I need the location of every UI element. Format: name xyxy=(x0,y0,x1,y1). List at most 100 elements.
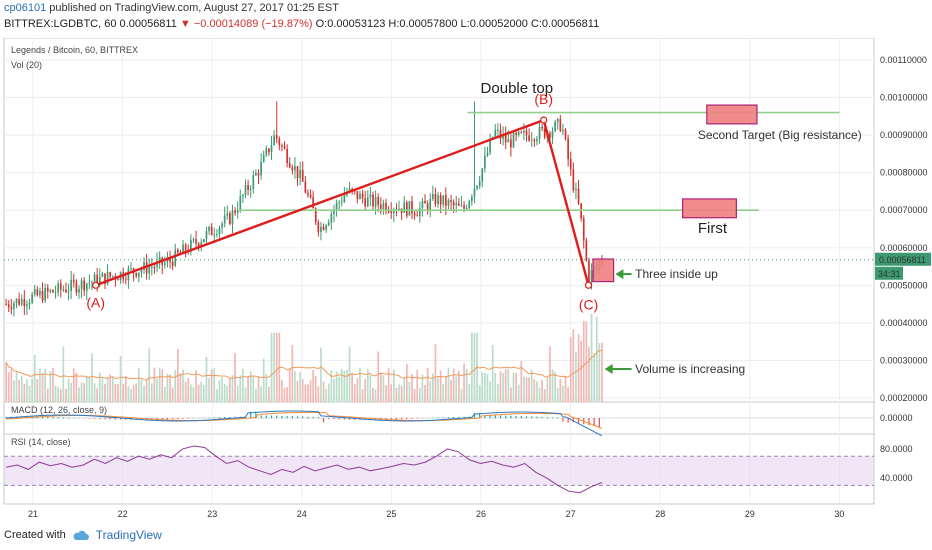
candle-body xyxy=(523,130,525,133)
volume-label: Vol (20) xyxy=(11,60,42,70)
candle-body xyxy=(525,130,528,136)
candle-body xyxy=(554,121,556,132)
volume-bar xyxy=(221,377,223,402)
candle-body xyxy=(439,195,442,205)
candle-body xyxy=(44,287,46,301)
publish-info: cp06101 published on TradingView.com, Au… xyxy=(4,2,339,14)
volume-bar xyxy=(33,355,36,402)
candle-body xyxy=(424,200,426,204)
candle-body xyxy=(559,118,562,132)
candle-body xyxy=(447,200,450,206)
volume-bar xyxy=(156,378,158,402)
candle-body xyxy=(231,210,234,225)
candle-body xyxy=(541,126,543,129)
candle-body xyxy=(481,168,484,182)
ohlc-values: O:0.00053123 H:0.00057800 L:0.00052000 C… xyxy=(315,18,600,30)
y-tick-label: 0.00090000 xyxy=(880,130,928,140)
candle-body xyxy=(489,138,491,153)
candle-body xyxy=(411,201,413,214)
macd-hist-bar xyxy=(276,415,278,419)
x-tick-label: 24 xyxy=(297,509,307,519)
y-tick-label: 0.00020000 xyxy=(880,393,928,403)
candle-body xyxy=(403,202,406,213)
candle-body xyxy=(538,126,541,139)
last-price: 0.00056811 xyxy=(119,18,177,30)
y-tick-label: 0.00060000 xyxy=(880,243,928,253)
macd-hist-bar xyxy=(369,418,371,420)
chart-area[interactable]: 21 22 23 24 25 26 27 28 29 30 0.00110000 0.00100000… xyxy=(0,38,932,520)
candle-body xyxy=(497,129,499,131)
volume-bar xyxy=(582,320,585,402)
volume-bar xyxy=(312,369,314,402)
candle-body xyxy=(361,193,364,199)
candle-body xyxy=(286,148,288,164)
macd-hist-bar xyxy=(536,416,538,419)
candle-body xyxy=(325,225,327,230)
candle-body xyxy=(309,194,312,198)
candle-body xyxy=(379,204,382,209)
volume-bar xyxy=(478,385,481,402)
volume-bar xyxy=(549,346,551,402)
tradingview-brand[interactable]: TradingView xyxy=(95,528,162,542)
candle-body xyxy=(330,214,333,223)
volume-bar xyxy=(525,377,528,402)
macd-hist-bar xyxy=(109,418,111,420)
volume-bar xyxy=(411,374,413,402)
macd-hist-bar xyxy=(250,411,252,419)
volume-bar xyxy=(192,387,195,402)
volume-bar xyxy=(216,389,218,402)
candle-body xyxy=(88,282,91,284)
volume-bar xyxy=(445,376,447,402)
volume-bar xyxy=(153,367,156,402)
volume-bar xyxy=(447,367,450,402)
volume-bar xyxy=(554,371,556,402)
macd-hist-bar xyxy=(515,415,517,419)
volume-bar xyxy=(307,384,309,402)
volume-bar xyxy=(559,379,562,402)
volume-bar xyxy=(213,368,216,402)
volume-bar xyxy=(135,383,138,402)
volume-bar xyxy=(255,388,257,402)
candle-body xyxy=(184,244,187,252)
volume-bar xyxy=(80,382,83,402)
volume-bar xyxy=(23,383,26,402)
macd-hist-bar xyxy=(484,415,486,419)
candle-body xyxy=(460,205,463,207)
volume-bar xyxy=(46,388,49,402)
candle-body xyxy=(140,269,143,273)
candle-body xyxy=(408,201,411,216)
candle-body xyxy=(533,139,536,142)
volume-bar xyxy=(343,370,346,402)
candle-body xyxy=(502,134,504,139)
candle-body xyxy=(93,274,96,282)
volume-bar xyxy=(273,332,275,402)
candle-body xyxy=(564,129,567,139)
candle-body xyxy=(340,201,343,203)
volume-bar xyxy=(210,369,213,402)
volume-bar xyxy=(203,385,205,402)
macd-hist-bar xyxy=(577,418,580,424)
macd-hist-bar xyxy=(317,417,319,419)
candle-body xyxy=(192,239,195,241)
candle-body xyxy=(387,210,390,212)
volume-bar xyxy=(249,371,252,402)
volume-bar xyxy=(304,384,307,402)
macd-hist-bar xyxy=(203,417,205,419)
candle-body xyxy=(70,279,73,291)
y-tick-label: 0.00040000 xyxy=(880,318,928,328)
candle-body xyxy=(275,135,278,139)
candle-body xyxy=(296,166,299,179)
candle-body xyxy=(218,227,221,235)
volume-bar xyxy=(57,386,60,402)
candles xyxy=(5,101,603,317)
volume-bar xyxy=(382,375,385,402)
volume-bar xyxy=(257,375,260,402)
macd-hist-bar xyxy=(505,415,507,419)
volume-bar xyxy=(137,368,140,402)
symbol-info: BITTREX:LGDBTC, 60 xyxy=(4,18,117,30)
volume-bar xyxy=(200,381,203,402)
main-pane-frame xyxy=(3,38,875,403)
author-link[interactable]: cp06101 xyxy=(4,2,47,14)
candle-body xyxy=(96,274,99,286)
candle-body xyxy=(156,260,158,268)
